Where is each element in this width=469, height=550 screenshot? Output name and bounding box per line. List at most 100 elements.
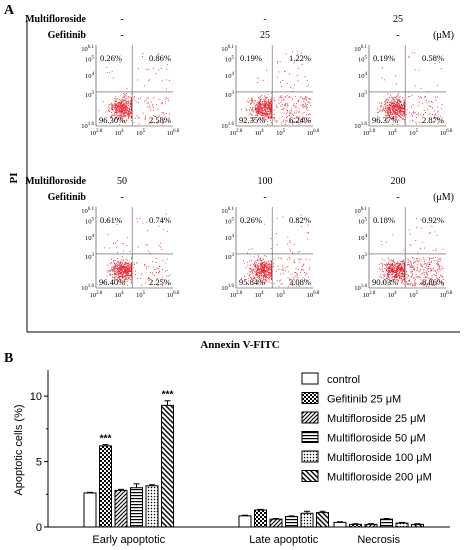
- scatter-point: [418, 258, 420, 259]
- scatter-point: [114, 277, 115, 279]
- scatter-point: [120, 108, 122, 110]
- scatter-point: [404, 261, 406, 263]
- scatter-point: [395, 115, 397, 117]
- scatter-point: [112, 108, 114, 110]
- scatter-point: [128, 273, 130, 274]
- scatter-point: [282, 121, 284, 122]
- scatter-point: [424, 267, 426, 268]
- scatter-point: [264, 262, 265, 263]
- scatter-point: [395, 113, 397, 115]
- scatter-point: [256, 270, 258, 272]
- scatter-point: [138, 117, 140, 119]
- y-tick-label: 105: [225, 56, 235, 64]
- scatter-point: [434, 275, 436, 277]
- scatter-point: [401, 114, 402, 116]
- scatter-point: [126, 120, 128, 122]
- scatter-point: [118, 268, 120, 269]
- scatter-point: [130, 265, 131, 267]
- row2-col2-multifloroside: 100: [258, 176, 273, 187]
- scatter-point: [393, 270, 395, 272]
- scatter-point: [407, 284, 409, 286]
- scatter-point: [166, 88, 167, 90]
- scatter-point: [127, 277, 129, 279]
- scatter-point: [413, 263, 415, 265]
- scatter-point: [306, 85, 308, 87]
- scatter-point: [404, 109, 406, 110]
- scatter-point: [287, 259, 289, 260]
- scatter-point: [260, 119, 261, 120]
- x-tick-label: 104: [255, 291, 265, 299]
- scatter-point: [128, 117, 130, 118]
- quadrant-ur-percent: 0.86%: [149, 53, 171, 63]
- scatter-point: [394, 104, 396, 106]
- scatter-point: [385, 264, 386, 266]
- scatter-point: [121, 107, 123, 109]
- scatter-point: [125, 106, 127, 108]
- scatter-point: [398, 106, 400, 108]
- scatter-point: [126, 281, 128, 282]
- scatter-point: [125, 277, 127, 278]
- scatter-point: [415, 121, 417, 123]
- scatter-point: [404, 111, 405, 113]
- scatter-point: [167, 275, 169, 277]
- scatter-point: [258, 111, 260, 112]
- scatter-point: [433, 118, 435, 119]
- scatter-point: [391, 268, 393, 270]
- scatter-point: [269, 110, 271, 112]
- scatter-point: [268, 102, 270, 104]
- scatter-point: [261, 268, 263, 270]
- scatter-point: [266, 103, 268, 104]
- scatter-point: [253, 279, 255, 281]
- scatter-point: [398, 97, 400, 98]
- scatter-point: [108, 110, 110, 112]
- scatter-point: [269, 116, 271, 118]
- scatter-point: [382, 264, 383, 266]
- scatter-point: [439, 61, 440, 63]
- scatter-point: [406, 281, 408, 283]
- scatter-point: [389, 264, 391, 266]
- scatter-point: [268, 266, 270, 267]
- scatter-point: [270, 111, 272, 112]
- scatter-point: [400, 111, 402, 113]
- scatter-point: [393, 271, 395, 273]
- scatter-point: [259, 108, 260, 110]
- scatter-point: [426, 286, 427, 287]
- scatter-point: [271, 101, 273, 103]
- scatter-point: [396, 104, 398, 106]
- scatter-point: [146, 265, 148, 267]
- scatter-point: [126, 93, 128, 94]
- y-tick-label: 101.6: [221, 122, 234, 130]
- scatter-point: [263, 119, 264, 121]
- scatter-point: [389, 108, 390, 110]
- quadrant-lr-percent: 2.87%: [422, 115, 444, 125]
- scatter-point: [137, 277, 138, 279]
- y-tick-label: 104: [358, 72, 368, 80]
- scatter-point: [116, 247, 117, 249]
- scatter-point: [148, 266, 150, 268]
- scatter-point: [260, 266, 262, 268]
- scatter-point: [149, 107, 151, 109]
- scatter-point: [125, 110, 127, 112]
- scatter-point: [397, 124, 399, 125]
- scatter-point: [400, 107, 402, 109]
- scatter-point: [125, 115, 127, 117]
- scatter-point: [413, 277, 415, 279]
- y-tick-label: 106.1: [81, 207, 94, 215]
- scatter-point: [259, 257, 261, 259]
- scatter-point: [286, 117, 287, 118]
- scatter-point: [266, 262, 268, 264]
- scatter-point: [262, 101, 263, 103]
- scatter-point: [394, 276, 396, 278]
- scatter-point: [403, 268, 405, 269]
- scatter-point: [258, 106, 260, 108]
- scatter-point: [259, 101, 260, 103]
- scatter-point: [115, 273, 117, 275]
- scatter-point: [388, 99, 389, 101]
- scatter-point: [297, 53, 299, 55]
- scatter-point: [117, 111, 118, 113]
- scatter-point: [125, 269, 127, 270]
- scatter-point: [302, 265, 303, 267]
- scatter-point: [263, 268, 265, 270]
